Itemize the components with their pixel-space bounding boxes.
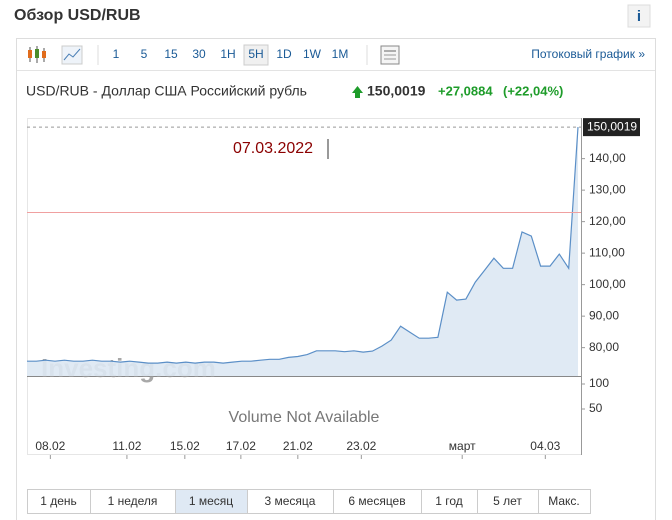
change-percent: (+22,04%) bbox=[503, 83, 563, 98]
x-tick-label: 17.02 bbox=[226, 439, 256, 453]
volume-note: Volume Not Available bbox=[229, 409, 380, 426]
y-tick-label: 140,00 bbox=[589, 151, 626, 165]
range-label[interactable]: 6 месяцев bbox=[348, 494, 405, 508]
y-tick-label: 90,00 bbox=[589, 308, 619, 322]
interval-button[interactable]: 5 bbox=[141, 47, 148, 61]
x-tick-label: март bbox=[449, 439, 476, 453]
range-button[interactable] bbox=[538, 489, 591, 514]
y-tick-label: 120,00 bbox=[589, 214, 626, 228]
y-tick-label: 100,00 bbox=[589, 277, 626, 291]
candle-icon[interactable] bbox=[28, 46, 46, 63]
info-button[interactable] bbox=[627, 4, 651, 28]
x-tick-label: 04.03 bbox=[530, 439, 560, 453]
page-title: Обзор USD/RUB bbox=[14, 7, 141, 24]
range-button[interactable] bbox=[477, 489, 539, 514]
x-tick-label: 15.02 bbox=[170, 439, 200, 453]
range-label[interactable]: 1 неделя bbox=[108, 494, 158, 508]
cursor-date: 07.03.2022 bbox=[233, 140, 313, 157]
last-value-label: 150,0019 bbox=[587, 119, 637, 133]
volume-tick-label: 50 bbox=[589, 401, 603, 415]
area-icon[interactable] bbox=[61, 45, 83, 65]
y-tick-label: 110,00 bbox=[589, 245, 625, 259]
range-button[interactable] bbox=[90, 489, 176, 514]
price-line bbox=[27, 127, 579, 364]
volume-tick-label: 100 bbox=[589, 376, 609, 390]
range-label[interactable]: 1 день bbox=[40, 494, 77, 508]
price: 150,0019 bbox=[367, 83, 426, 99]
range-label[interactable]: 1 месяц bbox=[189, 494, 233, 508]
x-tick-label: 08.02 bbox=[35, 439, 65, 453]
x-tick-label: 21.02 bbox=[283, 439, 313, 453]
interval-button[interactable]: 30 bbox=[192, 47, 206, 61]
range-button[interactable] bbox=[175, 489, 248, 514]
change: +27,0884 bbox=[438, 83, 493, 98]
up-arrow bbox=[352, 86, 363, 98]
price-area bbox=[27, 127, 578, 376]
x-tick-label: 23.02 bbox=[346, 439, 376, 453]
y-tick-label: 130,00 bbox=[589, 182, 626, 196]
range-button[interactable] bbox=[421, 489, 478, 514]
interval-button[interactable]: 1M bbox=[332, 47, 349, 61]
last-value-box bbox=[583, 118, 640, 137]
range-button[interactable] bbox=[27, 489, 91, 514]
interval-selected[interactable] bbox=[243, 44, 269, 66]
range-label[interactable]: Макс. bbox=[548, 494, 580, 508]
streaming-link[interactable]: Потоковый график » bbox=[531, 47, 645, 61]
panel bbox=[16, 38, 656, 520]
range-label[interactable]: 1 год bbox=[435, 494, 463, 508]
instrument-name: USD/RUB - Доллар США Российский рубль bbox=[26, 83, 307, 99]
interval-button[interactable]: 15 bbox=[164, 47, 178, 61]
interval-button[interactable]: 1 bbox=[113, 47, 120, 61]
interval-button[interactable]: 1H bbox=[220, 47, 235, 61]
interval-button[interactable]: 1W bbox=[303, 47, 322, 61]
range-label[interactable]: 5 лет bbox=[493, 494, 522, 508]
interval-button[interactable]: 1D bbox=[276, 47, 292, 61]
range-button[interactable] bbox=[333, 489, 422, 514]
interval-button[interactable]: 5H bbox=[248, 47, 263, 61]
y-tick-label: 80,00 bbox=[589, 340, 619, 354]
table-icon[interactable] bbox=[380, 45, 400, 65]
info-icon: i bbox=[637, 8, 641, 25]
x-tick-label: 11.02 bbox=[112, 439, 141, 453]
range-label[interactable]: 3 месяца bbox=[265, 494, 316, 508]
